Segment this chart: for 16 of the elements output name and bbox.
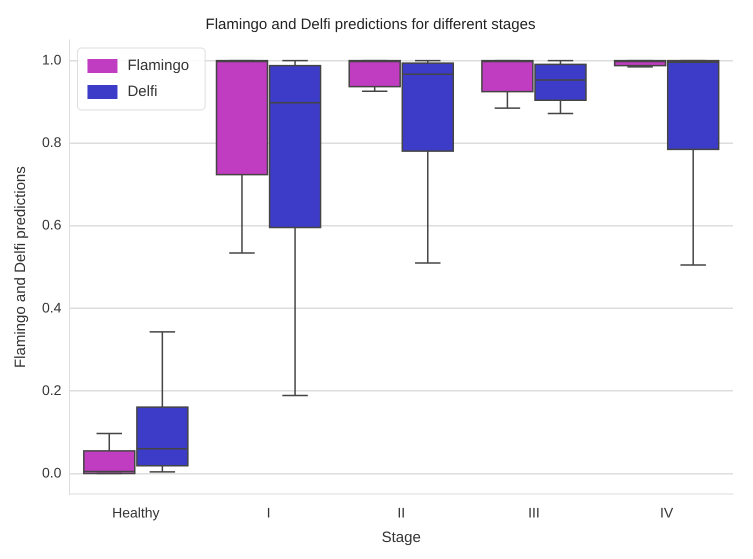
legend-label: Delfi (127, 83, 158, 100)
y-tick-label: 0.8 (42, 134, 62, 150)
x-axis-title: Stage (382, 529, 421, 546)
x-tick-label: I (266, 504, 270, 520)
y-tick-label: 1.0 (42, 52, 62, 68)
x-tick-label: IV (660, 504, 674, 520)
y-tick-label: 0.0 (42, 464, 62, 480)
y-axis-title: Flamingo and Delfi predictions (12, 166, 30, 368)
y-tick-label: 0.4 (42, 299, 62, 316)
x-tick-label: II (397, 504, 406, 520)
y-tick-label: 0.2 (42, 382, 62, 398)
y-tick-label: 0.6 (42, 216, 62, 233)
x-tick-label: III (528, 504, 540, 520)
chart-title: Flamingo and Delfi predictions for different stages (206, 16, 536, 34)
x-tick-label: Healthy (112, 504, 160, 520)
legend-label: Flamingo (127, 57, 190, 74)
